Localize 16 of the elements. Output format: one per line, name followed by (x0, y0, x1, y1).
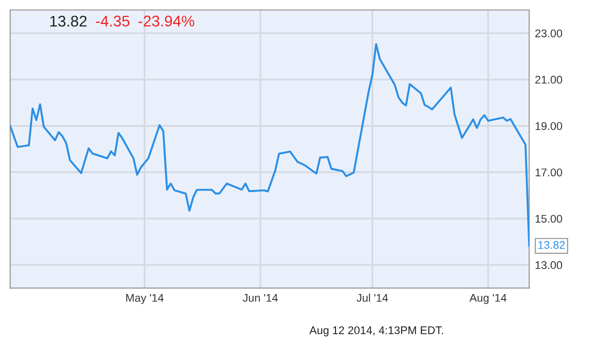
text: Aug 12 2014, 4:13PM EDT. (309, 326, 443, 336)
y-tick-label: 19.00 (536, 122, 562, 130)
x-tick-label: Jun '14 (242, 294, 278, 302)
y-tick-label: 13.00 (536, 261, 562, 270)
line-series (10, 43, 530, 247)
y-tick-label: 15.00 (536, 214, 562, 223)
annotation: -4.35 (96, 16, 130, 26)
x-tick-label: Aug '14 (469, 294, 506, 304)
y-tick-label: 17.00 (536, 168, 562, 176)
annotation: -23.94% (138, 16, 194, 26)
annotation: 13.82 (538, 241, 565, 249)
y-tick-label: 21.00 (535, 76, 562, 84)
x-tick-label: May '14 (126, 294, 164, 304)
x-tick-label: Jul '14 (356, 294, 388, 302)
y-tick-label: 23.00 (535, 29, 562, 38)
chart-title: 13.82 (50, 16, 87, 27)
